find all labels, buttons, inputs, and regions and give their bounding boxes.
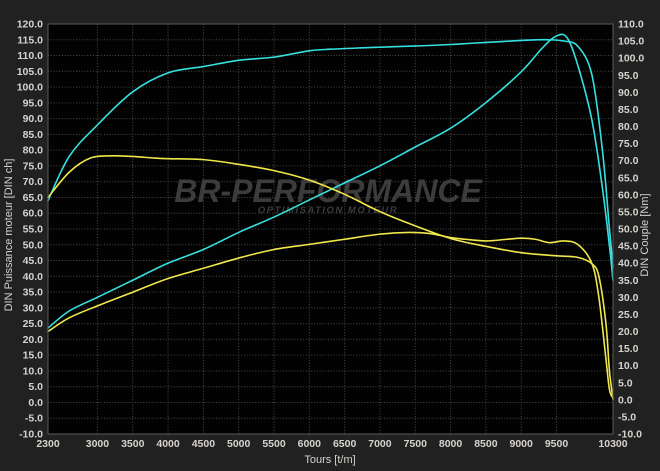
svg-text:10300: 10300 — [598, 438, 627, 450]
svg-text:40.0: 40.0 — [23, 271, 44, 283]
svg-text:Tours [t/m]: Tours [t/m] — [304, 454, 355, 466]
svg-text:7500: 7500 — [404, 438, 428, 450]
svg-text:75.0: 75.0 — [23, 160, 44, 172]
svg-text:2300: 2300 — [36, 438, 60, 450]
svg-text:30.0: 30.0 — [618, 292, 639, 304]
svg-text:10.0: 10.0 — [23, 365, 44, 377]
svg-text:80.0: 80.0 — [23, 145, 44, 157]
svg-text:25.0: 25.0 — [23, 318, 44, 330]
svg-text:9500: 9500 — [545, 438, 569, 450]
svg-text:10.0: 10.0 — [618, 360, 639, 372]
svg-text:85.0: 85.0 — [23, 129, 44, 141]
svg-text:65.0: 65.0 — [23, 192, 44, 204]
svg-text:40.0: 40.0 — [618, 258, 639, 270]
svg-text:75.0: 75.0 — [618, 138, 639, 150]
svg-text:5000: 5000 — [227, 438, 251, 450]
svg-text:120.0: 120.0 — [17, 19, 43, 31]
svg-text:0.0: 0.0 — [618, 394, 633, 406]
svg-text:7000: 7000 — [368, 438, 392, 450]
svg-text:55.0: 55.0 — [618, 206, 639, 218]
svg-text:5.0: 5.0 — [28, 381, 43, 393]
svg-text:30.0: 30.0 — [23, 302, 44, 314]
svg-text:DIN Couple [Nm]: DIN Couple [Nm] — [639, 193, 651, 276]
svg-text:70.0: 70.0 — [23, 176, 44, 188]
svg-text:105.0: 105.0 — [17, 66, 43, 78]
svg-text:65.0: 65.0 — [618, 172, 639, 184]
svg-text:6500: 6500 — [333, 438, 357, 450]
svg-text:60.0: 60.0 — [23, 208, 44, 220]
svg-text:3000: 3000 — [86, 438, 110, 450]
svg-text:6000: 6000 — [298, 438, 322, 450]
svg-text:35.0: 35.0 — [23, 287, 44, 299]
svg-text:100.0: 100.0 — [618, 53, 644, 65]
svg-text:4500: 4500 — [192, 438, 216, 450]
svg-text:20.0: 20.0 — [23, 334, 44, 346]
svg-text:55.0: 55.0 — [23, 224, 44, 236]
svg-text:95.0: 95.0 — [23, 97, 44, 109]
svg-text:50.0: 50.0 — [23, 239, 44, 251]
svg-text:100.0: 100.0 — [17, 82, 43, 94]
svg-text:8500: 8500 — [474, 438, 498, 450]
svg-text:45.0: 45.0 — [618, 241, 639, 253]
svg-text:20.0: 20.0 — [618, 326, 639, 338]
svg-text:DIN Puissance moteur [DIN ch]: DIN Puissance moteur [DIN ch] — [3, 159, 15, 312]
svg-text:80.0: 80.0 — [618, 121, 639, 133]
svg-text:95.0: 95.0 — [618, 70, 639, 82]
svg-text:5500: 5500 — [262, 438, 286, 450]
svg-text:90.0: 90.0 — [23, 113, 44, 125]
svg-text:70.0: 70.0 — [618, 155, 639, 167]
svg-text:9000: 9000 — [510, 438, 534, 450]
svg-text:105.0: 105.0 — [618, 36, 644, 48]
svg-text:0.0: 0.0 — [28, 397, 43, 409]
svg-text:110.0: 110.0 — [17, 50, 43, 62]
svg-text:115.0: 115.0 — [17, 34, 43, 46]
svg-text:15.0: 15.0 — [23, 350, 44, 362]
svg-text:35.0: 35.0 — [618, 275, 639, 287]
svg-text:8000: 8000 — [439, 438, 463, 450]
svg-text:90.0: 90.0 — [618, 87, 639, 99]
svg-text:50.0: 50.0 — [618, 224, 639, 236]
svg-text:60.0: 60.0 — [618, 189, 639, 201]
svg-text:45.0: 45.0 — [23, 255, 44, 267]
svg-text:5.0: 5.0 — [618, 377, 633, 389]
svg-text:110.0: 110.0 — [618, 19, 644, 31]
svg-text:15.0: 15.0 — [618, 343, 639, 355]
svg-text:-5.0: -5.0 — [25, 413, 43, 425]
svg-text:3500: 3500 — [121, 438, 145, 450]
svg-text:85.0: 85.0 — [618, 104, 639, 116]
svg-text:-5.0: -5.0 — [618, 411, 636, 423]
svg-text:25.0: 25.0 — [618, 309, 639, 321]
svg-text:4000: 4000 — [156, 438, 180, 450]
